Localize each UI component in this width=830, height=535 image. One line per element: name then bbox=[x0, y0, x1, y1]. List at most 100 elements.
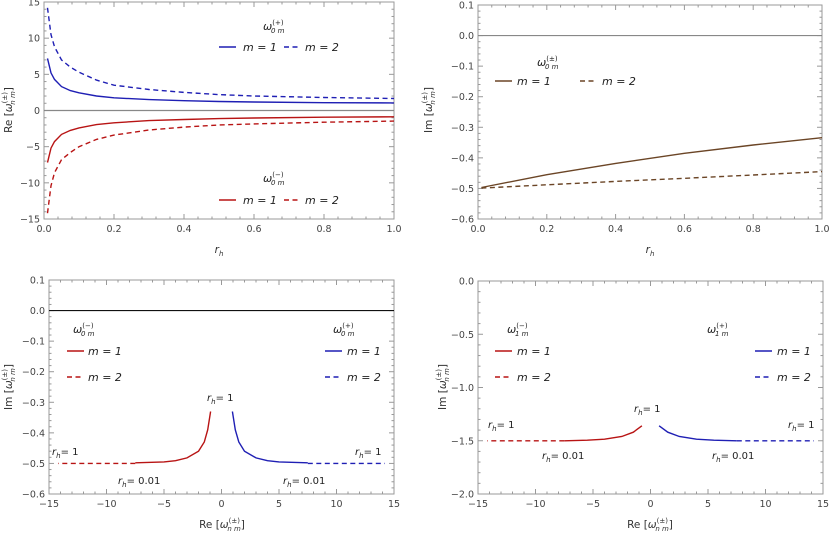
legend: ω(−) 0 m m = 1 m = 2 bbox=[67, 322, 122, 384]
label-symbol: ω bbox=[437, 380, 449, 389]
label-symbol: ω bbox=[648, 519, 657, 531]
plot-frame bbox=[48, 279, 395, 495]
label-symbol: r bbox=[646, 244, 651, 256]
x-tick-label: 10 bbox=[759, 499, 771, 510]
panel-3: −15 −10 −5 0 5 10 15 −0.6 −0.5 −0.4 −0.3 −0.2 −0.1 0.… bbox=[1, 276, 400, 534]
annotation-sub: h bbox=[546, 456, 550, 464]
x-tick-label: 1.0 bbox=[814, 224, 829, 235]
legend-entry: m = 2 bbox=[305, 194, 339, 207]
label-suffix: ] bbox=[3, 87, 15, 91]
annotation-sub: h bbox=[122, 481, 126, 489]
label-symbol: ω bbox=[263, 172, 272, 185]
annotation: rh= 1 bbox=[355, 447, 381, 460]
annotation: rh= 1 bbox=[207, 393, 233, 406]
y-tick-label: −0.6 bbox=[451, 215, 474, 226]
x-tick-label: 0.0 bbox=[36, 224, 51, 235]
legend: ω(±) 0 m m = 1 m = 2 bbox=[495, 55, 636, 88]
legend-entry: m = 2 bbox=[305, 41, 339, 54]
legend-entry: m = 1 bbox=[517, 345, 551, 358]
panel-2: 0.0 0.2 0.4 0.6 0.8 1.0 −0.6 −0.5 −0.4 −0.3 −0.2 −0… bbox=[421, 1, 830, 259]
legend-entry: m = 2 bbox=[602, 75, 636, 88]
label-prefix: Re [ bbox=[627, 519, 648, 531]
series-line-m2 bbox=[46, 120, 395, 214]
annotation-sub: h bbox=[716, 456, 720, 464]
annotation-var: r bbox=[118, 476, 123, 487]
y-tick-label: 15 bbox=[28, 0, 40, 9]
label-superscript: (+) bbox=[716, 322, 728, 330]
y-tick-label: −0.5 bbox=[451, 330, 474, 341]
label-prefix: Im [ bbox=[3, 389, 15, 410]
label-subscript: n m bbox=[429, 91, 437, 105]
y-tick-label: 0 bbox=[34, 106, 40, 117]
y-tick-label: −5 bbox=[26, 142, 40, 153]
series-line-m1 bbox=[231, 411, 308, 464]
label-symbol: r bbox=[215, 244, 220, 256]
annotation-var: r bbox=[355, 447, 360, 458]
x-axis-label: Re [ω(±) n m] bbox=[199, 517, 245, 533]
legend-entry: m = 2 bbox=[88, 371, 122, 384]
label-superscript: (+) bbox=[272, 19, 284, 27]
label-subscript: h bbox=[219, 250, 223, 258]
label-superscript: (±) bbox=[1, 369, 9, 381]
legend-title: ω(+) 1 m bbox=[707, 322, 729, 338]
label-symbol: ω bbox=[423, 103, 435, 112]
y-tick-label: −0.4 bbox=[22, 428, 45, 439]
annotation-var: r bbox=[207, 393, 212, 404]
y-tick-label: −0.5 bbox=[22, 459, 45, 470]
annotation-value: = 1 bbox=[216, 393, 234, 404]
legend-title: ω(−) 0 m bbox=[73, 322, 95, 338]
x-tick-label: 0.8 bbox=[316, 224, 331, 235]
x-tick-label: 0.0 bbox=[470, 224, 485, 235]
y-tick-label: −0.3 bbox=[22, 398, 45, 409]
annotation-var: r bbox=[52, 447, 57, 458]
label-subscript: 1 m bbox=[515, 330, 529, 338]
x-tick-label: 0.6 bbox=[677, 224, 692, 235]
legend: ω(+) 0 m m = 1 m = 2 bbox=[325, 322, 381, 384]
annotation-sub: h bbox=[638, 409, 642, 417]
label-symbol: ω bbox=[707, 323, 716, 336]
label-subscript: 0 m bbox=[271, 179, 285, 187]
legend: ω(+) 0 m m = 1 m = 2 bbox=[219, 19, 339, 54]
legend: ω(−) 1 m m = 1 m = 2 bbox=[495, 322, 551, 384]
legend-title: ω(+) 0 m bbox=[263, 19, 285, 35]
y-tick-label: 0.0 bbox=[459, 277, 474, 288]
y-tick-label: −0.5 bbox=[451, 184, 474, 195]
label-prefix: Im [ bbox=[423, 112, 435, 133]
y-axis-label-group: Im [ω(±)n m] bbox=[1, 364, 17, 410]
y-axis-label: Im [ω(±)n m] bbox=[435, 364, 451, 410]
legend-title: ω(±) 0 m bbox=[537, 55, 559, 71]
label-superscript: (±) bbox=[546, 55, 558, 63]
annotation-sub: h bbox=[492, 425, 496, 433]
label-prefix: Re [ bbox=[199, 519, 220, 531]
x-tick-label: 0.8 bbox=[746, 224, 761, 235]
label-superscript: (±) bbox=[435, 369, 443, 381]
annotation-value: = 0.01 bbox=[721, 451, 755, 462]
x-tick-label: 0.2 bbox=[539, 224, 554, 235]
y-tick-label: 5 bbox=[34, 70, 40, 81]
x-tick-label: −15 bbox=[468, 499, 488, 510]
label-subscript: 1 m bbox=[715, 330, 729, 338]
y-axis-label-group: Im [ω(±)n m] bbox=[435, 364, 451, 410]
legend-entry: m = 2 bbox=[347, 371, 381, 384]
legend-entry: m = 2 bbox=[777, 371, 811, 384]
label-symbol: ω bbox=[263, 20, 272, 33]
y-tick-label: −0.1 bbox=[22, 337, 45, 348]
annotation-var: r bbox=[283, 476, 288, 487]
label-symbol: ω bbox=[537, 56, 546, 69]
label-subscript: 0 m bbox=[271, 27, 285, 35]
x-tick-label: 5 bbox=[705, 499, 711, 510]
y-tick-label: −0.4 bbox=[451, 153, 474, 164]
annotation: rh= 0.01 bbox=[712, 451, 754, 464]
x-tick-label: 0.6 bbox=[246, 224, 261, 235]
x-tick-label: 0 bbox=[218, 499, 224, 510]
label-prefix: Re [ bbox=[3, 112, 15, 133]
legend-entry: m = 1 bbox=[347, 345, 381, 358]
label-superscript: (−) bbox=[272, 171, 284, 179]
annotation-var: r bbox=[788, 420, 793, 431]
label-suffix: ] bbox=[241, 519, 245, 531]
annotation-value: = 0.01 bbox=[127, 476, 161, 487]
label-symbol: ω bbox=[3, 103, 15, 112]
y-axis-label: Im [ω(±)n m] bbox=[1, 364, 17, 410]
label-symbol: ω bbox=[3, 380, 15, 389]
